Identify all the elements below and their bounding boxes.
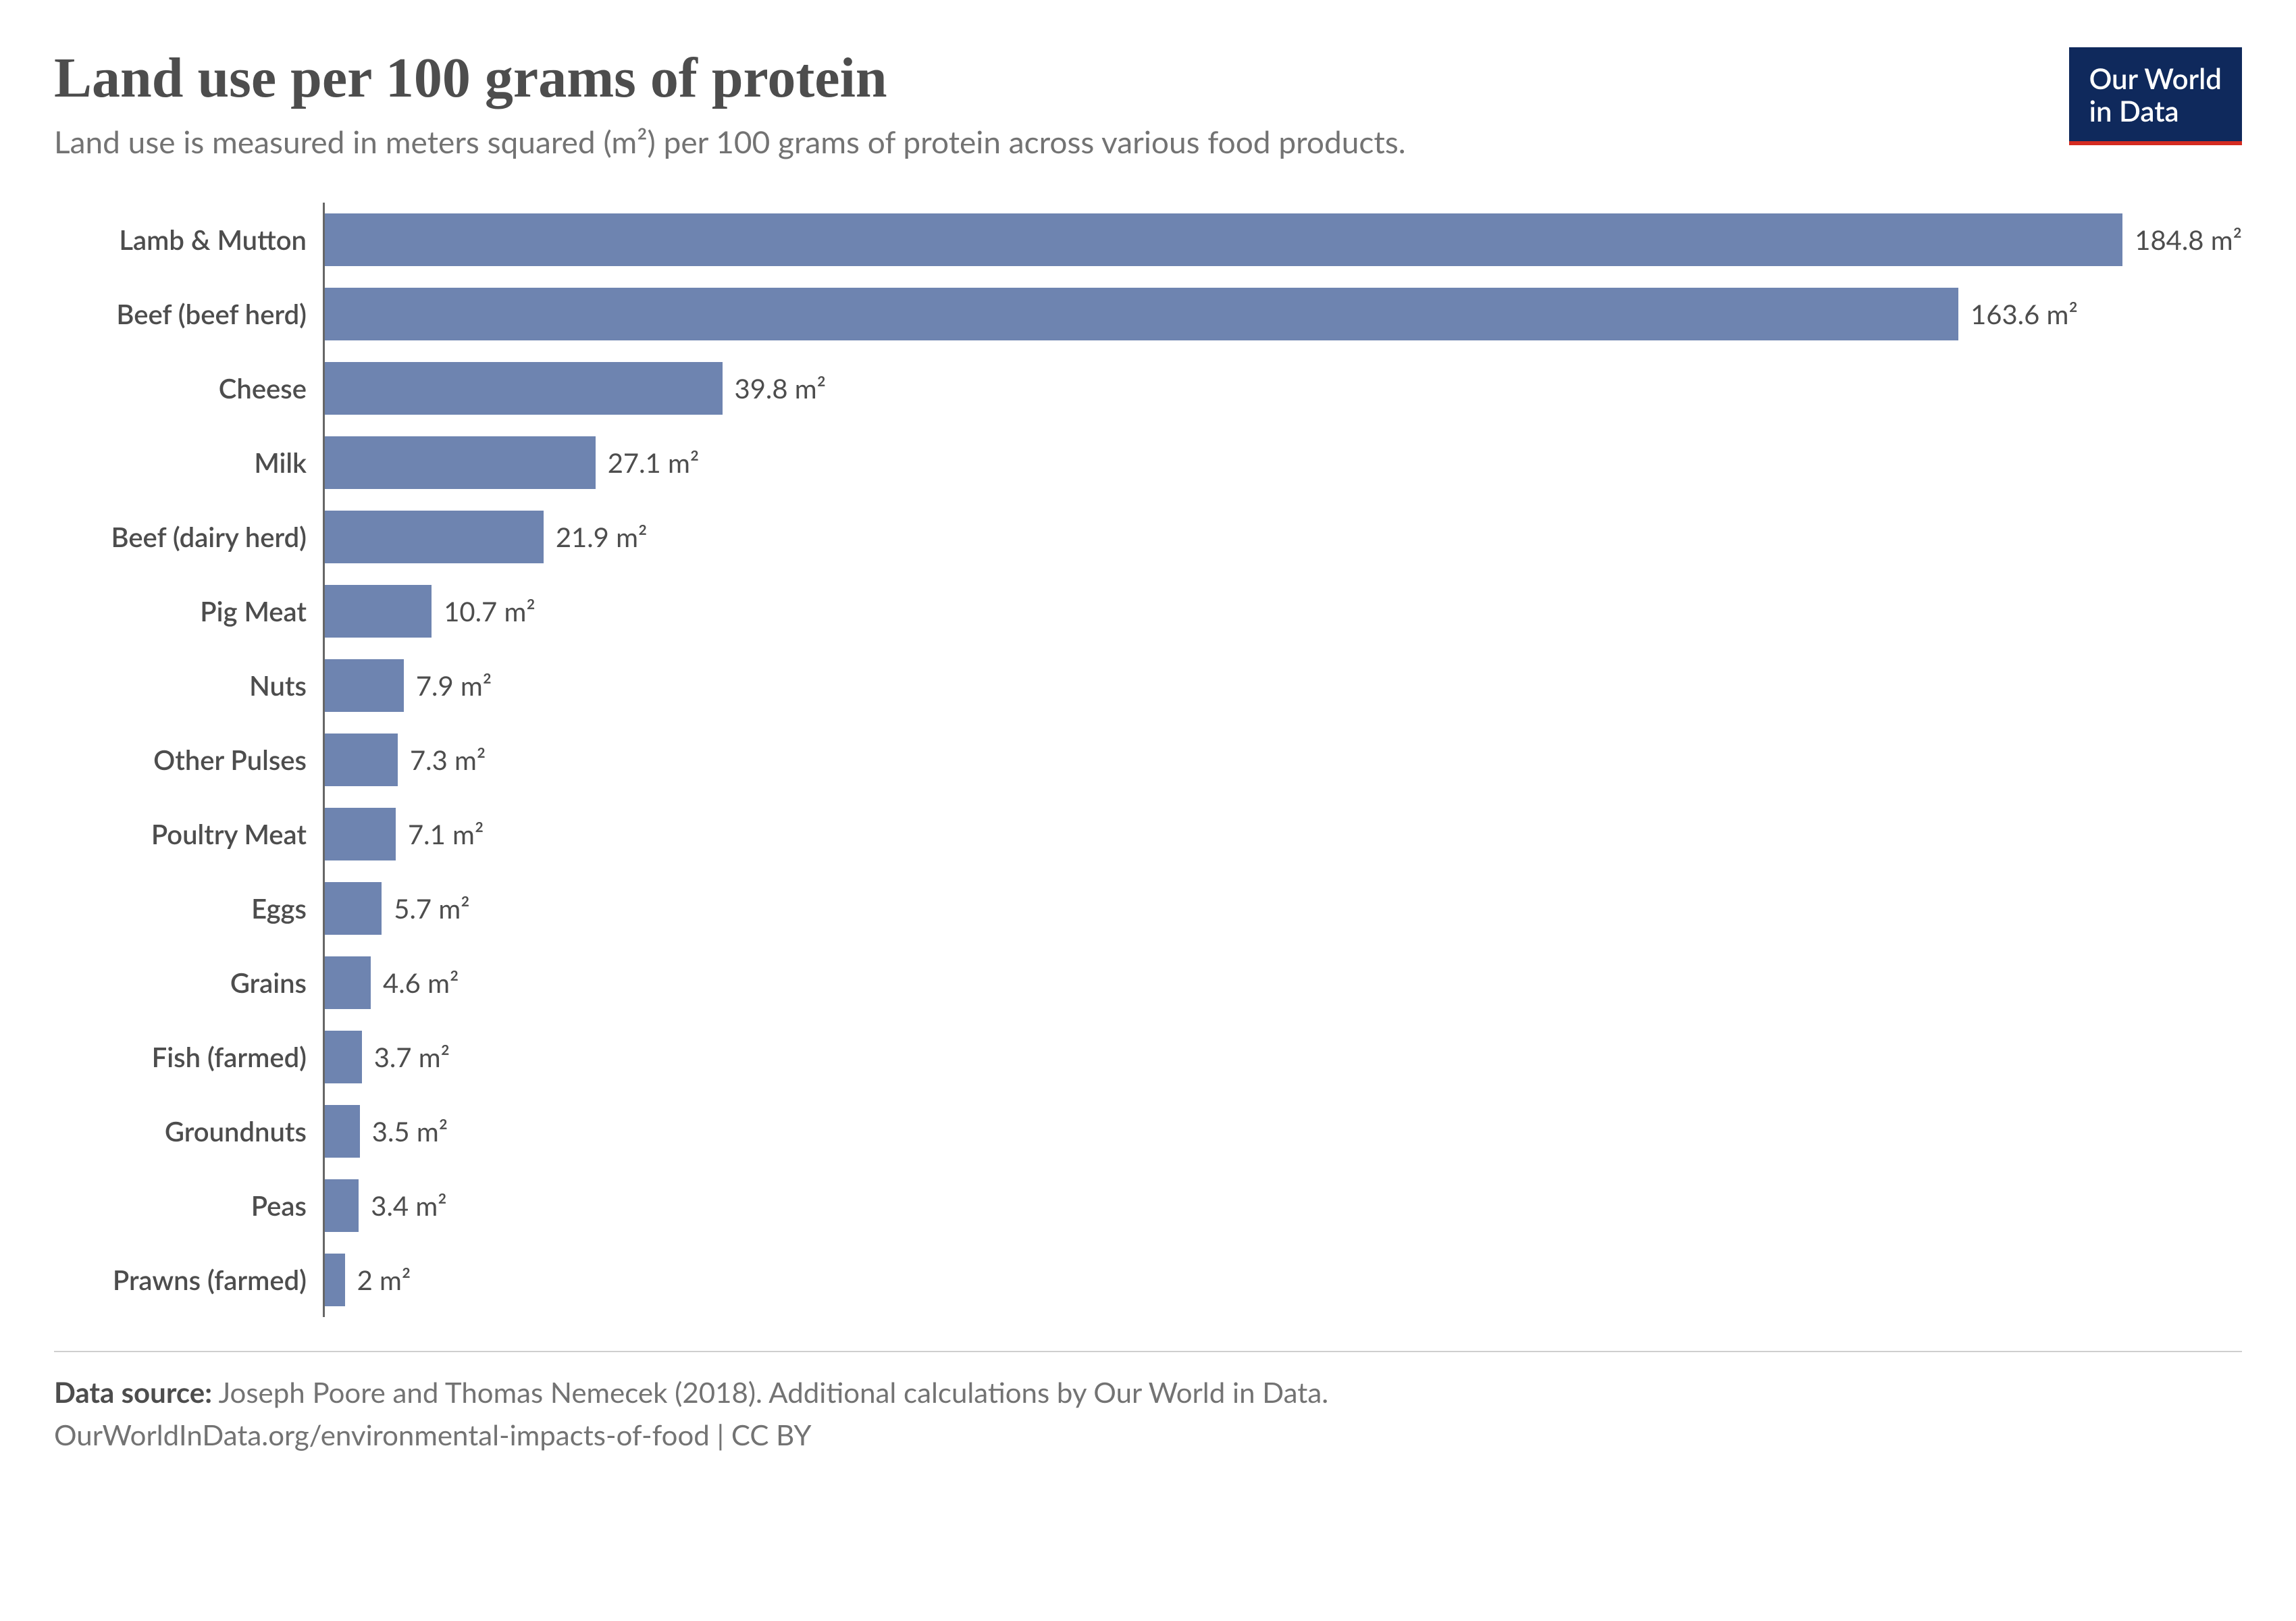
bar-track: 10.7 m²: [323, 574, 2242, 648]
bar-track: 39.8 m²: [323, 351, 2242, 426]
chart-footer: Data source: Joseph Poore and Thomas Nem…: [54, 1371, 2242, 1456]
bar-track: 4.6 m²: [323, 946, 2242, 1020]
category-label: Beef (dairy herd): [54, 521, 323, 553]
bar-value-label: 2 m²: [357, 1264, 411, 1296]
chart-row: Grains 4.6 m²: [54, 946, 2242, 1020]
category-label: Milk: [54, 446, 323, 479]
bar-track: 7.9 m²: [323, 648, 2242, 723]
bar: [325, 213, 2122, 266]
data-source-label: Data source:: [54, 1375, 212, 1409]
data-source-line: Data source: Joseph Poore and Thomas Nem…: [54, 1371, 2242, 1414]
chart-row: Groundnuts 3.5 m²: [54, 1094, 2242, 1168]
category-label: Cheese: [54, 372, 323, 405]
chart-row: Nuts 7.9 m²: [54, 648, 2242, 723]
category-label: Lamb & Mutton: [54, 224, 323, 256]
footer-url-line: OurWorldInData.org/environmental-impacts…: [54, 1414, 2242, 1456]
chart-row: Pig Meat 10.7 m²: [54, 574, 2242, 648]
bar-track: 3.4 m²: [323, 1168, 2242, 1243]
category-label: Groundnuts: [54, 1115, 323, 1148]
chart-row: Lamb & Mutton 184.8 m²: [54, 203, 2242, 277]
bar: [325, 734, 398, 786]
logo-line-1: Our World: [2089, 62, 2222, 95]
category-label: Other Pulses: [54, 744, 323, 776]
bar: [325, 1031, 362, 1083]
chart-header: Land use per 100 grams of protein Land u…: [54, 47, 2242, 162]
bar: [325, 585, 432, 638]
bar: [325, 1105, 360, 1158]
bar-value-label: 3.4 m²: [371, 1189, 446, 1222]
bar: [325, 362, 723, 415]
title-block: Land use per 100 grams of protein Land u…: [54, 47, 1406, 162]
bar-value-label: 3.5 m²: [372, 1115, 448, 1148]
chart-row: Milk 27.1 m²: [54, 426, 2242, 500]
bar-chart: Lamb & Mutton 184.8 m² Beef (beef herd) 163…: [54, 203, 2242, 1317]
bar-value-label: 7.3 m²: [410, 744, 486, 776]
category-label: Grains: [54, 967, 323, 999]
bar-track: 3.5 m²: [323, 1094, 2242, 1168]
data-source-text: Joseph Poore and Thomas Nemecek (2018). …: [212, 1375, 1328, 1409]
chart-row: Cheese 39.8 m²: [54, 351, 2242, 426]
bar-value-label: 4.6 m²: [383, 967, 459, 999]
footer-divider: [54, 1351, 2242, 1352]
bar-track: 21.9 m²: [323, 500, 2242, 574]
bar: [325, 1179, 359, 1232]
category-label: Pig Meat: [54, 595, 323, 627]
bar: [325, 882, 382, 935]
category-label: Prawns (farmed): [54, 1264, 323, 1296]
category-label: Fish (farmed): [54, 1041, 323, 1073]
bar-track: 3.7 m²: [323, 1020, 2242, 1094]
bar-value-label: 21.9 m²: [556, 521, 648, 553]
bar-track: 27.1 m²: [323, 426, 2242, 500]
bar-value-label: 184.8 m²: [2135, 224, 2242, 256]
bar: [325, 511, 544, 563]
chart-row: Prawns (farmed) 2 m²: [54, 1243, 2242, 1317]
chart-row: Peas 3.4 m²: [54, 1168, 2242, 1243]
chart-row: Beef (dairy herd) 21.9 m²: [54, 500, 2242, 574]
bar-value-label: 27.1 m²: [608, 446, 700, 479]
category-label: Beef (beef herd): [54, 298, 323, 330]
bar-value-label: 7.9 m²: [416, 669, 492, 702]
bar: [325, 288, 1958, 340]
category-label: Peas: [54, 1189, 323, 1222]
bar-value-label: 10.7 m²: [444, 595, 536, 627]
bar-track: 163.6 m²: [323, 277, 2242, 351]
bar-track: 7.1 m²: [323, 797, 2242, 871]
bar-track: 184.8 m²: [323, 203, 2242, 277]
bar-track: 7.3 m²: [323, 723, 2242, 797]
chart-row: Eggs 5.7 m²: [54, 871, 2242, 946]
chart-subtitle: Land use is measured in meters squared (…: [54, 122, 1406, 162]
bar: [325, 659, 404, 712]
category-label: Eggs: [54, 892, 323, 925]
bar-value-label: 7.1 m²: [408, 818, 484, 850]
bar-track: 5.7 m²: [323, 871, 2242, 946]
chart-row: Other Pulses 7.3 m²: [54, 723, 2242, 797]
bar-value-label: 39.8 m²: [735, 372, 827, 405]
bar: [325, 808, 396, 860]
chart-row: Poultry Meat 7.1 m²: [54, 797, 2242, 871]
bar: [325, 956, 371, 1009]
logo-line-2: in Data: [2089, 95, 2222, 127]
category-label: Poultry Meat: [54, 818, 323, 850]
chart-title: Land use per 100 grams of protein: [54, 47, 1406, 109]
chart-row: Fish (farmed) 3.7 m²: [54, 1020, 2242, 1094]
chart-row: Beef (beef herd) 163.6 m²: [54, 277, 2242, 351]
bar-value-label: 163.6 m²: [1971, 298, 2078, 330]
bar-value-label: 3.7 m²: [374, 1041, 450, 1073]
owid-logo: Our World in Data: [2069, 47, 2242, 145]
bar: [325, 436, 596, 489]
bar-track: 2 m²: [323, 1243, 2242, 1317]
bar: [325, 1254, 345, 1306]
category-label: Nuts: [54, 669, 323, 702]
bar-value-label: 5.7 m²: [394, 892, 469, 925]
